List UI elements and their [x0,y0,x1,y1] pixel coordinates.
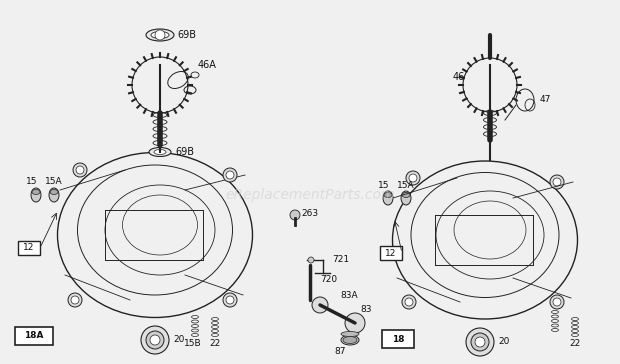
Text: 12: 12 [24,244,35,253]
Text: 20: 20 [498,337,510,347]
Ellipse shape [151,32,169,39]
Text: 18: 18 [392,335,404,344]
Circle shape [290,210,300,220]
Circle shape [71,296,79,304]
Text: 15: 15 [378,181,390,190]
Text: 15A: 15A [45,178,63,186]
Ellipse shape [149,147,171,157]
Text: 83A: 83A [340,290,358,300]
Circle shape [73,163,87,177]
Ellipse shape [402,193,410,198]
Circle shape [402,295,416,309]
Text: 720: 720 [320,276,337,285]
Circle shape [553,298,561,306]
Circle shape [150,335,160,345]
Circle shape [553,178,561,186]
Circle shape [76,166,84,174]
Circle shape [405,298,413,306]
Text: 22: 22 [210,339,221,348]
Text: 83: 83 [360,305,371,314]
Text: 46A: 46A [198,60,217,70]
Ellipse shape [154,150,166,154]
Ellipse shape [341,335,359,345]
Circle shape [466,328,494,356]
Text: 20: 20 [173,336,184,344]
Ellipse shape [384,193,392,198]
Ellipse shape [146,29,174,41]
Text: 87: 87 [334,348,346,356]
Circle shape [146,331,164,349]
Text: 15: 15 [26,178,38,186]
Ellipse shape [32,190,40,194]
Text: eReplacementParts.com: eReplacementParts.com [225,188,395,202]
Bar [380,246,402,260]
Circle shape [226,296,234,304]
Text: 22: 22 [569,339,580,348]
Circle shape [406,171,420,185]
Circle shape [550,295,564,309]
Ellipse shape [50,190,58,194]
Text: 721: 721 [332,256,349,265]
Ellipse shape [49,188,59,202]
Circle shape [141,326,169,354]
Text: 69B: 69B [177,30,196,40]
Text: 46: 46 [453,72,465,82]
Ellipse shape [383,191,393,205]
Circle shape [68,293,82,307]
Text: 12: 12 [385,249,397,257]
Circle shape [308,257,314,263]
Circle shape [550,175,564,189]
Circle shape [409,174,417,182]
Circle shape [223,293,237,307]
Text: 263: 263 [301,209,318,218]
Bar [15,327,53,345]
Text: 15A: 15A [397,181,415,190]
Circle shape [226,171,234,179]
Circle shape [475,337,485,347]
Ellipse shape [341,332,359,336]
Text: 47: 47 [540,95,551,104]
Circle shape [345,313,365,333]
Text: 18A: 18A [24,332,44,340]
Ellipse shape [401,191,411,205]
Circle shape [223,168,237,182]
Text: 15B: 15B [184,339,202,348]
Circle shape [471,333,489,351]
Ellipse shape [31,188,41,202]
Bar [382,330,414,348]
Circle shape [155,30,165,40]
Ellipse shape [343,336,357,344]
Circle shape [312,297,328,313]
Bar [18,241,40,255]
Text: 69B: 69B [175,147,194,157]
